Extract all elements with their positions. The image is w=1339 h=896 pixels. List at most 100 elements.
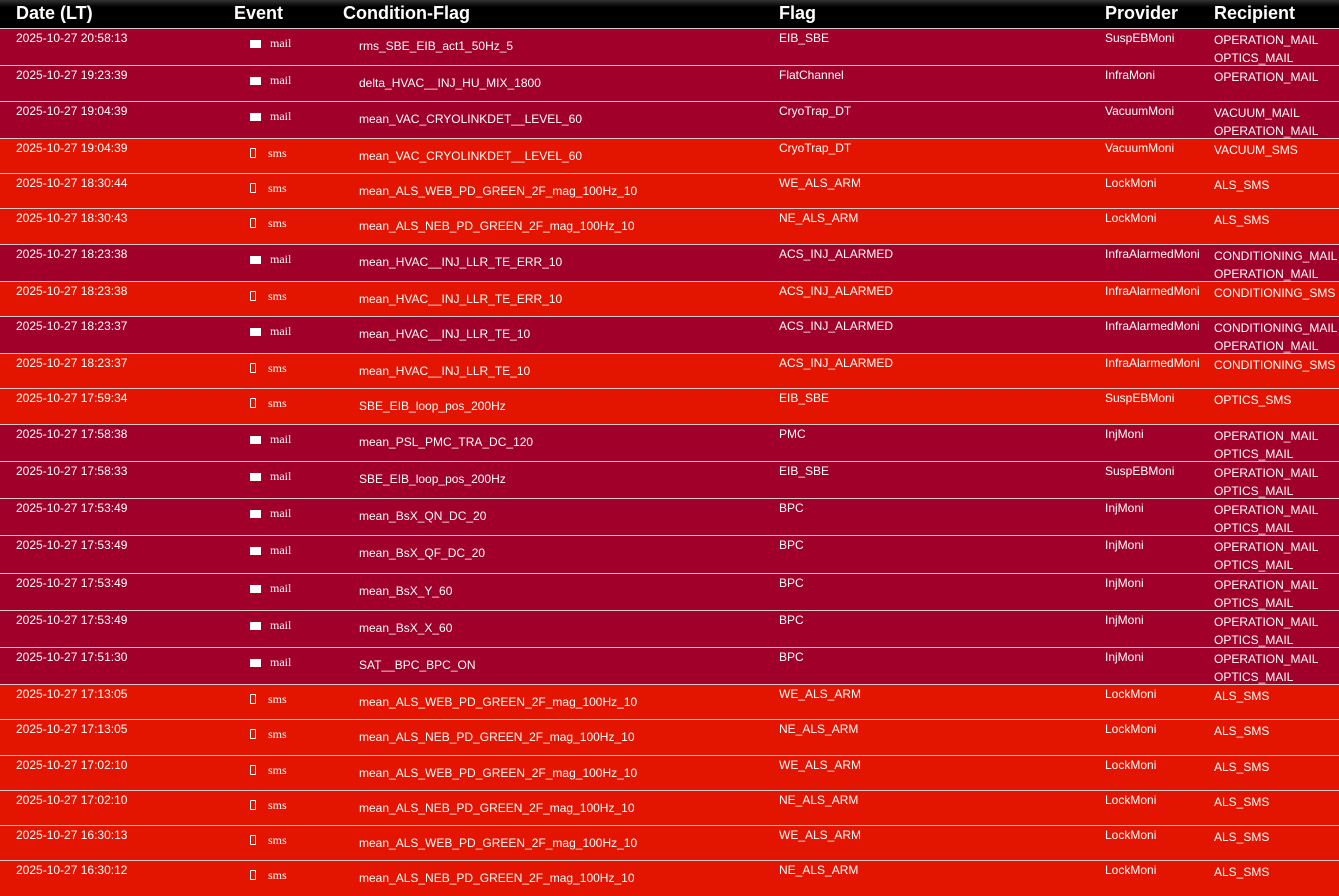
- table-row[interactable]: 2025-10-27 19:04:39 mail mean_VAC_CRYOLI…: [0, 101, 1339, 138]
- header-provider[interactable]: Provider: [1105, 3, 1179, 23]
- header-recipient[interactable]: Recipient: [1214, 3, 1296, 23]
- header-date[interactable]: Date (LT): [16, 3, 93, 23]
- envelope-icon: [250, 40, 261, 48]
- provider-cell: LockMoni: [1105, 722, 1157, 736]
- header-event[interactable]: Event: [234, 3, 284, 23]
- recipient-cell: OPERATION_MAIL OPTICS_MAIL: [1214, 427, 1318, 463]
- event-cell: mail: [250, 432, 291, 447]
- condition-flag-cell: mean_ALS_WEB_PD_GREEN_2F_mag_100Hz_10: [359, 836, 638, 850]
- event-label: mail: [270, 655, 292, 669]
- flag-cell: ACS_INJ_ALARMED: [779, 284, 894, 298]
- flag-cell: ACS_INJ_ALARMED: [779, 247, 894, 261]
- table-row[interactable]: 2025-10-27 18:23:38 mail mean_HVAC__INJ_…: [0, 244, 1339, 281]
- recipient: OPTICS_MAIL: [1214, 521, 1294, 535]
- event-label: sms: [268, 763, 287, 777]
- event-label: sms: [268, 146, 287, 160]
- provider-cell: InjMoni: [1105, 538, 1144, 552]
- recipient: OPERATION_MAIL: [1214, 33, 1319, 47]
- mobile-phone-icon: [250, 729, 256, 739]
- date-cell: 2025-10-27 18:23:38: [16, 284, 128, 298]
- flag-cell: EIB_SBE: [779, 391, 830, 405]
- table-row[interactable]: 2025-10-27 17:53:49 mail mean_BsX_QF_DC_…: [0, 535, 1339, 573]
- flag-cell: WE_ALS_ARM: [779, 176, 862, 190]
- condition-flag-cell: mean_HVAC__INJ_LLR_TE_10: [359, 327, 531, 341]
- table-row[interactable]: 2025-10-27 16:30:12 sms mean_ALS_NEB_PD_…: [0, 860, 1339, 896]
- recipient: OPERATION_MAIL: [1214, 652, 1319, 666]
- event-label: mail: [270, 432, 292, 446]
- condition-flag-cell: SAT__BPC_BPC_ON: [359, 658, 476, 672]
- event-label: sms: [268, 181, 287, 195]
- condition-flag-cell: mean_BsX_QN_DC_20: [359, 509, 487, 523]
- table-row[interactable]: 2025-10-27 17:59:34 sms SBE_EIB_loop_pos…: [0, 388, 1339, 424]
- recipient-cell: OPERATION_MAIL OPTICS_MAIL: [1214, 576, 1318, 612]
- recipient: ALS_SMS: [1214, 213, 1270, 227]
- recipient-cell: OPERATION_MAIL OPTICS_MAIL: [1214, 501, 1318, 537]
- date-cell: 2025-10-27 17:02:10: [16, 758, 128, 772]
- recipient: ALS_SMS: [1214, 865, 1270, 879]
- table-row[interactable]: 2025-10-27 17:02:10 sms mean_ALS_WEB_PD_…: [0, 755, 1339, 790]
- table-row[interactable]: 2025-10-27 18:23:38 sms mean_HVAC__INJ_L…: [0, 281, 1339, 316]
- event-cell: mail: [250, 324, 291, 339]
- header-flag[interactable]: Flag: [779, 3, 817, 23]
- flag-cell: ACS_INJ_ALARMED: [779, 319, 894, 333]
- event-label: mail: [270, 469, 292, 483]
- recipient-cell: CONDITIONING_SMS: [1214, 284, 1335, 302]
- table-row[interactable]: 2025-10-27 17:02:10 sms mean_ALS_NEB_PD_…: [0, 790, 1339, 825]
- recipient-cell: OPTICS_SMS: [1214, 391, 1291, 409]
- recipient-cell: ALS_SMS: [1214, 828, 1269, 846]
- table-row[interactable]: 2025-10-27 16:30:13 sms mean_ALS_WEB_PD_…: [0, 825, 1339, 860]
- provider-cell: InfraAlarmedMoni: [1105, 356, 1200, 370]
- provider-cell: InjMoni: [1105, 613, 1144, 627]
- table-row[interactable]: 2025-10-27 18:23:37 mail mean_HVAC__INJ_…: [0, 316, 1339, 353]
- recipient: OPERATION_MAIL: [1214, 466, 1319, 480]
- header-condition-flag[interactable]: Condition-Flag: [343, 3, 470, 23]
- table-row[interactable]: 2025-10-27 18:23:37 sms mean_HVAC__INJ_L…: [0, 353, 1339, 388]
- table-row[interactable]: 2025-10-27 17:53:49 mail mean_BsX_QN_DC_…: [0, 498, 1339, 535]
- condition-flag-cell: SBE_EIB_loop_pos_200Hz: [359, 472, 506, 486]
- event-label: sms: [268, 798, 287, 812]
- condition-flag-cell: mean_VAC_CRYOLINKDET__LEVEL_60: [359, 112, 583, 126]
- recipient: OPTICS_MAIL: [1214, 51, 1294, 65]
- provider-cell: LockMoni: [1105, 176, 1157, 190]
- provider-cell: LockMoni: [1105, 828, 1157, 842]
- flag-cell: NE_ALS_ARM: [779, 211, 859, 225]
- event-label: sms: [268, 727, 287, 741]
- table-row[interactable]: 2025-10-27 18:30:44 sms mean_ALS_WEB_PD_…: [0, 173, 1339, 208]
- envelope-icon: [250, 510, 261, 518]
- table-row[interactable]: 2025-10-27 19:23:39 mail delta_HVAC__INJ…: [0, 65, 1339, 101]
- event-cell: mail: [250, 36, 291, 51]
- provider-cell: VacuumMoni: [1105, 141, 1175, 155]
- table-row[interactable]: 2025-10-27 17:53:49 mail mean_BsX_Y_60 B…: [0, 573, 1339, 610]
- recipient: OPTICS_SMS: [1214, 393, 1292, 407]
- recipient-cell: ALS_SMS: [1214, 758, 1269, 776]
- mobile-phone-icon: [250, 183, 256, 193]
- table-row[interactable]: 2025-10-27 18:30:43 sms mean_ALS_NEB_PD_…: [0, 208, 1339, 244]
- mobile-phone-icon: [250, 765, 256, 775]
- event-label: sms: [268, 216, 287, 230]
- recipient-cell: VACUUM_MAIL OPERATION_MAIL: [1214, 104, 1318, 140]
- recipient: OPERATION_MAIL: [1214, 429, 1319, 443]
- table-row[interactable]: 2025-10-27 17:58:38 mail mean_PSL_PMC_TR…: [0, 424, 1339, 461]
- mobile-phone-icon: [250, 363, 256, 373]
- table-row[interactable]: 2025-10-27 17:51:30 mail SAT__BPC_BPC_ON…: [0, 647, 1339, 684]
- mobile-phone-icon: [250, 398, 256, 408]
- mobile-phone-icon: [250, 870, 256, 880]
- recipient: ALS_SMS: [1214, 724, 1270, 738]
- table-row[interactable]: 2025-10-27 17:13:05 sms mean_ALS_NEB_PD_…: [0, 719, 1339, 755]
- recipient: ALS_SMS: [1214, 830, 1270, 844]
- flag-cell: BPC: [779, 501, 804, 515]
- event-label: mail: [270, 324, 292, 338]
- date-cell: 2025-10-27 17:02:10: [16, 793, 128, 807]
- provider-cell: LockMoni: [1105, 758, 1157, 772]
- table-row[interactable]: 2025-10-27 19:04:39 sms mean_VAC_CRYOLIN…: [0, 138, 1339, 173]
- date-cell: 2025-10-27 18:23:37: [16, 356, 128, 370]
- envelope-icon: [250, 436, 261, 444]
- table-row[interactable]: 2025-10-27 17:53:49 mail mean_BsX_X_60 B…: [0, 610, 1339, 647]
- table-row[interactable]: 2025-10-27 17:58:33 mail SBE_EIB_loop_po…: [0, 461, 1339, 498]
- table-row[interactable]: 2025-10-27 20:58:13 mail rms_SBE_EIB_act…: [0, 28, 1339, 65]
- flag-cell: BPC: [779, 613, 804, 627]
- event-label: mail: [270, 506, 292, 520]
- table-row[interactable]: 2025-10-27 17:13:05 sms mean_ALS_WEB_PD_…: [0, 684, 1339, 719]
- envelope-icon: [250, 256, 261, 264]
- flag-cell: CryoTrap_DT: [779, 141, 852, 155]
